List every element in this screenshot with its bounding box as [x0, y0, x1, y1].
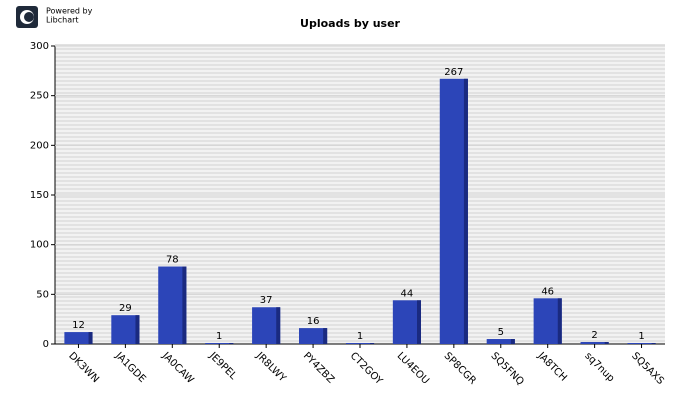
bar [533, 298, 562, 344]
bar-shade [510, 339, 515, 344]
bar [486, 339, 515, 344]
x-tick-label: JA0CAW [159, 350, 195, 386]
data-label: 1 [357, 331, 363, 342]
bar-shade [135, 315, 140, 344]
y-tick-label: 300 [30, 41, 49, 52]
bar [158, 266, 187, 344]
bar-shade [651, 343, 656, 344]
data-label: 29 [119, 303, 132, 314]
data-label: 12 [72, 320, 85, 331]
data-label: 44 [401, 288, 414, 299]
bar-shade [182, 266, 187, 344]
credit-line: Libchart [46, 16, 79, 25]
bar [345, 343, 375, 344]
credit-line: Powered by [46, 7, 93, 16]
data-label: 1 [638, 331, 644, 342]
bar-shade [417, 300, 421, 344]
data-label: 2 [591, 330, 597, 341]
x-tick-label: SQ5AXS [629, 350, 666, 387]
data-label: 46 [541, 286, 554, 297]
x-tick-label: JR8LWY [253, 350, 288, 385]
x-tick-label: JE9PEL [206, 350, 239, 383]
bar-shade [323, 328, 328, 344]
x-tick-label: JA1GDE [112, 350, 147, 385]
bar [299, 328, 328, 344]
y-tick-label: 0 [43, 339, 49, 350]
bar-shade [229, 343, 234, 344]
x-tick-label: SP8CGR [442, 350, 478, 386]
data-label: 78 [166, 255, 179, 266]
y-tick-label: 100 [30, 240, 49, 251]
data-label: 267 [444, 67, 463, 78]
x-tick-label: PY4ZBZ [301, 350, 336, 385]
plot-background [55, 44, 665, 344]
data-label: 1 [216, 331, 222, 342]
data-label: 5 [498, 327, 504, 338]
bar-shade [370, 343, 375, 344]
y-tick-label: 50 [36, 289, 49, 300]
bar-shade [604, 342, 609, 344]
bar [111, 315, 140, 344]
x-tick-label: CT2GOY [348, 350, 385, 387]
bar [64, 332, 93, 344]
x-tick-label: JA8TCH [535, 350, 569, 384]
logo [16, 6, 38, 28]
bar [627, 343, 656, 344]
bar [392, 300, 421, 344]
x-tick-label: sq7nup [582, 350, 616, 384]
x-tick-label: SQ5FNQ [489, 350, 526, 387]
bar-shade [557, 298, 562, 344]
bar [439, 78, 468, 344]
data-label: 16 [307, 316, 320, 327]
x-tick-label: LU4EOU [395, 350, 431, 386]
y-tick-label: 150 [30, 190, 49, 201]
bar-shade [463, 78, 468, 344]
bar-shade [276, 307, 281, 344]
x-tick-label: DK3WN [66, 350, 101, 385]
bar [252, 307, 281, 344]
y-tick-label: 250 [30, 91, 49, 102]
bar-shade [88, 332, 93, 344]
y-tick-label: 200 [30, 140, 49, 151]
data-label: 37 [260, 295, 273, 306]
bar [205, 343, 234, 344]
bar [580, 342, 609, 344]
chart-title: Uploads by user [300, 17, 401, 30]
